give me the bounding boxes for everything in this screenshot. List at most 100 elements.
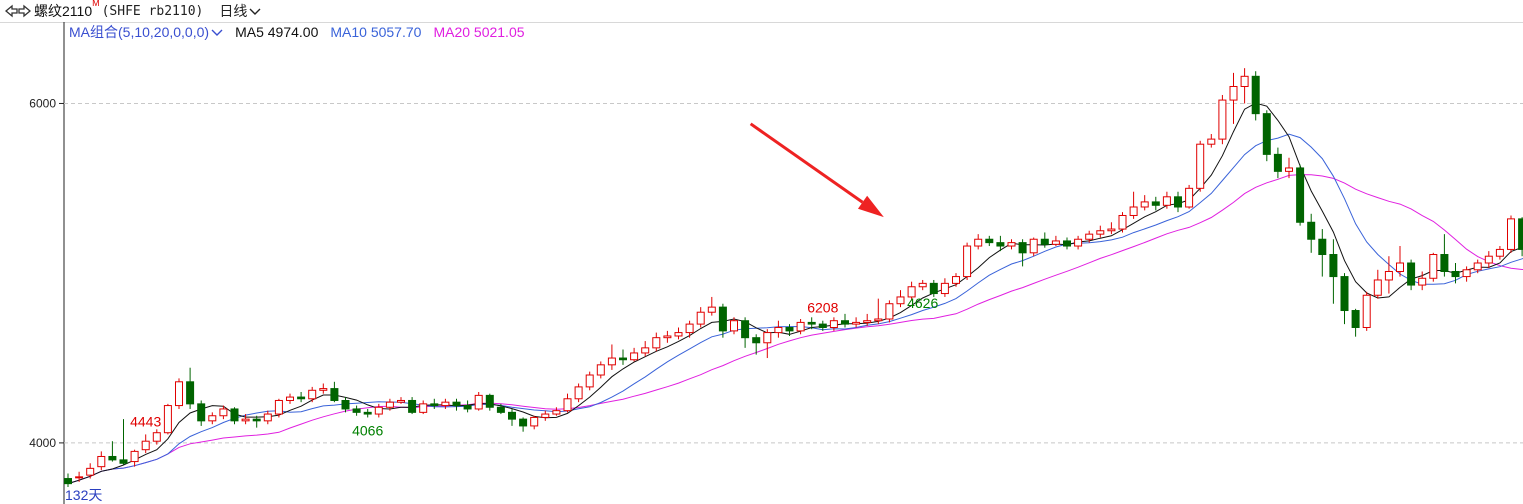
- candle-body: [163, 405, 172, 434]
- y-tick-label: 6000: [29, 96, 56, 110]
- candle-body: [1007, 242, 1016, 247]
- trend-arrow-head: [857, 195, 884, 218]
- ma20-line: [67, 174, 1523, 485]
- candle-body: [1096, 230, 1105, 235]
- chevron-down-icon: [211, 29, 223, 36]
- candle-body: [108, 455, 117, 461]
- candle-body: [952, 276, 960, 284]
- ma-combo-selector[interactable]: MA组合(5,10,20,0,0,0): [69, 22, 223, 42]
- contract-code: (SHFE rb2110): [101, 3, 204, 19]
- candle-body: [119, 459, 128, 464]
- candle-body: [774, 326, 783, 334]
- ma20-label: MA20: [433, 24, 471, 40]
- candle-body: [1473, 262, 1482, 271]
- candle-body: [1407, 262, 1416, 286]
- candle-body: [1251, 75, 1260, 115]
- period-selector[interactable]: 日线: [219, 1, 261, 21]
- candle-body: [485, 394, 494, 408]
- candle-body: [319, 388, 328, 391]
- candle-body: [1384, 270, 1393, 281]
- candle-body: [64, 478, 72, 485]
- symbol-text: 螺纹2110: [34, 3, 93, 19]
- candle-body: [741, 320, 750, 339]
- symbol-name: 螺纹2110M: [34, 0, 100, 21]
- main-contract-flag: M: [92, 0, 100, 8]
- candle-body: [508, 411, 516, 420]
- candlestick-chart[interactable]: 4000 6000 4443 4066 6208 4626 132天: [0, 22, 1523, 504]
- candle-body: [996, 242, 1005, 247]
- candle-body: [1518, 218, 1523, 250]
- candle-body: [863, 320, 872, 323]
- candle-body: [841, 320, 849, 325]
- candle-body: [208, 415, 217, 422]
- candle-body: [241, 418, 250, 422]
- candle-body: [1307, 221, 1316, 240]
- candle-body: [1051, 240, 1060, 245]
- candle-body: [1063, 240, 1071, 247]
- candle-body: [430, 403, 439, 407]
- candle-body: [1429, 254, 1438, 279]
- back-forward-icon[interactable]: [4, 2, 32, 20]
- candle-body: [175, 381, 183, 407]
- candle-body: [652, 337, 661, 349]
- candle-body: [419, 403, 428, 413]
- ma10-label: MA10: [330, 24, 367, 40]
- high-price-label: 4443: [130, 413, 161, 429]
- ma10-line: [67, 133, 1523, 485]
- candle-body: [1240, 75, 1249, 87]
- candle-body: [1296, 167, 1305, 223]
- candle-body: [641, 347, 650, 354]
- candle-body: [1040, 238, 1049, 245]
- candle-body: [1396, 262, 1404, 272]
- candle-body: [1484, 255, 1493, 264]
- candle-body: [397, 399, 405, 403]
- ma10-legend: MA10 5057.70: [330, 24, 421, 40]
- candle-body: [885, 303, 894, 320]
- candle-body: [985, 238, 994, 244]
- candle-body: [963, 245, 972, 278]
- candle-body: [1129, 206, 1138, 216]
- candle-body: [563, 398, 572, 412]
- candle-body: [1507, 218, 1515, 250]
- candle-body: [1373, 279, 1382, 296]
- candle-body: [452, 401, 461, 407]
- candle-body: [75, 476, 84, 479]
- candle-body: [763, 332, 772, 344]
- candle-body: [674, 332, 683, 337]
- candle-body: [341, 399, 350, 410]
- candle-body: [519, 418, 528, 427]
- candle-body: [230, 408, 239, 422]
- candle-body: [441, 401, 450, 407]
- candle-body: [663, 335, 672, 339]
- candle-body: [818, 323, 827, 328]
- candle-body: [474, 394, 483, 410]
- candle-body: [1151, 201, 1160, 206]
- candle-body: [696, 311, 705, 325]
- ma10-value: 5057.70: [370, 24, 422, 40]
- candle-body: [385, 401, 394, 408]
- candle-body: [1207, 138, 1216, 145]
- candle-body: [752, 337, 761, 344]
- candle-body: [1074, 238, 1083, 247]
- candle-body: [1495, 248, 1504, 257]
- candle-body: [707, 306, 716, 313]
- candle-body: [585, 374, 594, 388]
- candle-body: [308, 389, 317, 400]
- candle-body: [1162, 196, 1171, 206]
- candle-body: [785, 326, 794, 332]
- candle-body: [852, 321, 861, 325]
- ma5-label: MA5: [235, 24, 264, 40]
- ma5-line: [67, 102, 1523, 485]
- candle-body: [1340, 276, 1349, 312]
- candle-body: [718, 306, 727, 332]
- candle-body: [1118, 214, 1127, 230]
- candle-body: [97, 455, 106, 468]
- candle-body: [940, 282, 949, 295]
- candle-body: [330, 388, 339, 401]
- candle-body: [1351, 310, 1360, 328]
- candle-body: [607, 357, 616, 366]
- candle-body: [496, 406, 505, 413]
- high-price-label: 6208: [807, 300, 838, 316]
- candle-body: [829, 320, 838, 328]
- trend-arrow-shaft: [749, 122, 864, 204]
